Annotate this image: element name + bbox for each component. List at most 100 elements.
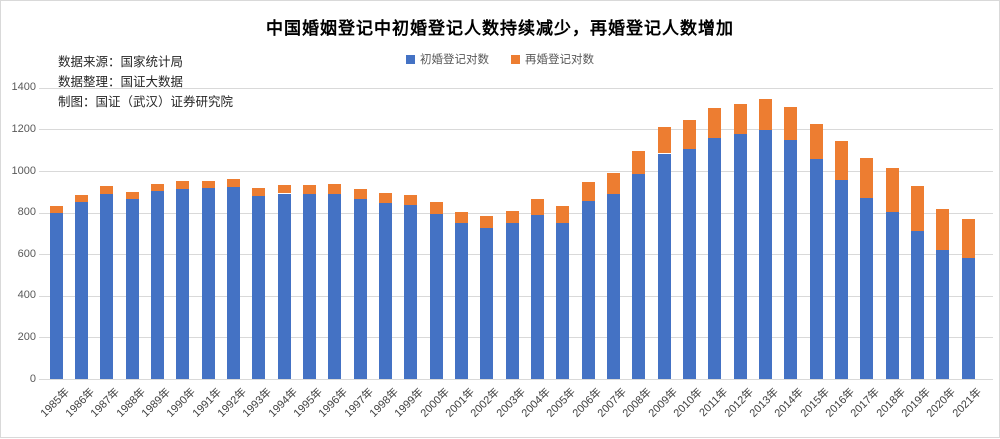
source-line: 制图：国证（武汉）证券研究院 [58, 95, 234, 109]
bar-segment-first-marriage [150, 191, 164, 379]
bar-segment-first-marriage [429, 213, 443, 379]
bar-segment-remarriage [277, 185, 291, 194]
bar-segment-first-marriage [834, 180, 848, 379]
bar-segment-first-marriage [910, 231, 924, 379]
bar-segment-remarriage [150, 183, 164, 192]
y-axis-tick-label: 1200 [11, 122, 36, 135]
bar-segment-remarriage [454, 211, 468, 223]
y-axis-tick-label: 400 [17, 289, 36, 302]
bar-segment-first-marriage [581, 201, 595, 379]
bar-segment-first-marriage [74, 202, 88, 379]
bar-segment-first-marriage [49, 212, 63, 379]
bar-segment-first-marriage [758, 129, 772, 379]
y-axis-tick-label: 1400 [11, 81, 36, 94]
bar-segment-remarriage [834, 141, 848, 181]
bar-segment-first-marriage [606, 193, 620, 379]
bar-segment-first-marriage [809, 159, 823, 379]
bar-segment-first-marriage [556, 223, 570, 379]
legend-color-swatch-remarriage [511, 54, 520, 64]
bar-segment-remarriage [581, 182, 595, 202]
legend-label-remarriage: 再婚登记对数 [525, 54, 594, 66]
bar-segment-first-marriage [708, 137, 722, 379]
bar-segment-remarriage [49, 205, 63, 213]
bar-segment-first-marriage [277, 193, 291, 379]
bar-segment-first-marriage [328, 193, 342, 379]
bar-segment-remarriage [758, 99, 772, 130]
bar-segment-remarriage [74, 194, 88, 202]
bar-segment-remarriage [125, 191, 139, 200]
bar-segment-remarriage [632, 150, 646, 174]
legend-label-first: 初婚登记对数 [420, 54, 489, 66]
bar-segment-remarriage [530, 198, 544, 216]
bar-segment-first-marriage [733, 133, 747, 379]
bar-segment-remarriage [252, 188, 266, 196]
source-block: 数据来源：国家统计局 数据整理：国证大数据 制图：国证（武汉）证券研究院 [58, 52, 233, 112]
bar-segment-remarriage [505, 210, 519, 223]
gridline [39, 171, 993, 172]
bar-segment-first-marriage [176, 188, 190, 379]
bar-segment-first-marriage [632, 173, 646, 379]
bar-segment-remarriage [682, 120, 696, 149]
bar-segment-remarriage [353, 188, 367, 199]
bar-segment-remarriage [961, 219, 975, 258]
bar-segment-first-marriage [252, 195, 266, 379]
bar-segment-remarriage [784, 107, 798, 141]
legend-item-first-marriage: 初婚登记对数 [406, 51, 489, 67]
bar-segment-remarriage [657, 126, 671, 154]
bar-segment-remarriage [936, 208, 950, 250]
bar-segment-remarriage [480, 215, 494, 228]
bar-segment-first-marriage [100, 193, 114, 379]
bar-segment-remarriage [429, 202, 443, 214]
bar-segment-remarriage [809, 124, 823, 160]
y-axis-tick-label: 600 [17, 247, 36, 260]
bar-segment-remarriage [100, 186, 114, 194]
bar-segment-remarriage [378, 193, 392, 203]
bar-segment-first-marriage [353, 198, 367, 379]
bar-segment-first-marriage [125, 199, 139, 379]
bar-segment-remarriage [556, 206, 570, 223]
source-line: 数据来源：国家统计局 [58, 55, 184, 69]
bar-segment-first-marriage [784, 140, 798, 379]
legend-color-swatch-first [406, 54, 415, 64]
source-line: 数据整理：国证大数据 [58, 75, 184, 89]
bar-segment-remarriage [606, 173, 620, 194]
bar-segment-remarriage [328, 183, 342, 194]
bar-segment-first-marriage [480, 227, 494, 379]
bar-segment-first-marriage [885, 211, 899, 379]
bar-segment-first-marriage [302, 194, 316, 379]
bar-segment-remarriage [708, 108, 722, 138]
bar-segment-first-marriage [454, 223, 468, 379]
y-axis-tick-label: 800 [17, 206, 36, 219]
gridline [39, 87, 993, 89]
y-axis-tick-label: 200 [17, 330, 36, 343]
bar-segment-first-marriage [936, 249, 950, 379]
chart-title: 中国婚姻登记中初婚登记人数持续减少，再婚登记人数增加 [266, 19, 734, 38]
bar-segment-remarriage [176, 181, 190, 189]
gridline [39, 379, 993, 380]
bar-segment-first-marriage [961, 257, 975, 379]
bar-segment-remarriage [302, 184, 316, 195]
gridline [39, 129, 993, 131]
bar-segment-remarriage [404, 194, 418, 206]
legend: 初婚登记对数 再婚登记对数 [1, 51, 999, 67]
bar-segment-remarriage [885, 167, 899, 212]
bar-segment-remarriage [201, 181, 215, 189]
bar-segment-first-marriage [201, 188, 215, 379]
bar-segment-first-marriage [860, 197, 874, 379]
bar-segment-remarriage [226, 179, 240, 188]
bar-segment-first-marriage [226, 187, 240, 379]
bar-segment-first-marriage [505, 222, 519, 379]
bar-segment-remarriage [910, 186, 924, 232]
legend-item-remarriage: 再婚登记对数 [511, 51, 594, 67]
bar-segment-remarriage [860, 158, 874, 198]
bar-segment-first-marriage [378, 202, 392, 379]
y-axis-tick-label: 0 [29, 372, 36, 385]
y-axis-tick-label: 1000 [11, 164, 36, 177]
bar-segment-remarriage [733, 103, 747, 134]
bar-segment-first-marriage [530, 215, 544, 379]
bar-segment-first-marriage [682, 148, 696, 379]
bar-segment-first-marriage [657, 153, 671, 379]
bar-segment-first-marriage [404, 205, 418, 379]
